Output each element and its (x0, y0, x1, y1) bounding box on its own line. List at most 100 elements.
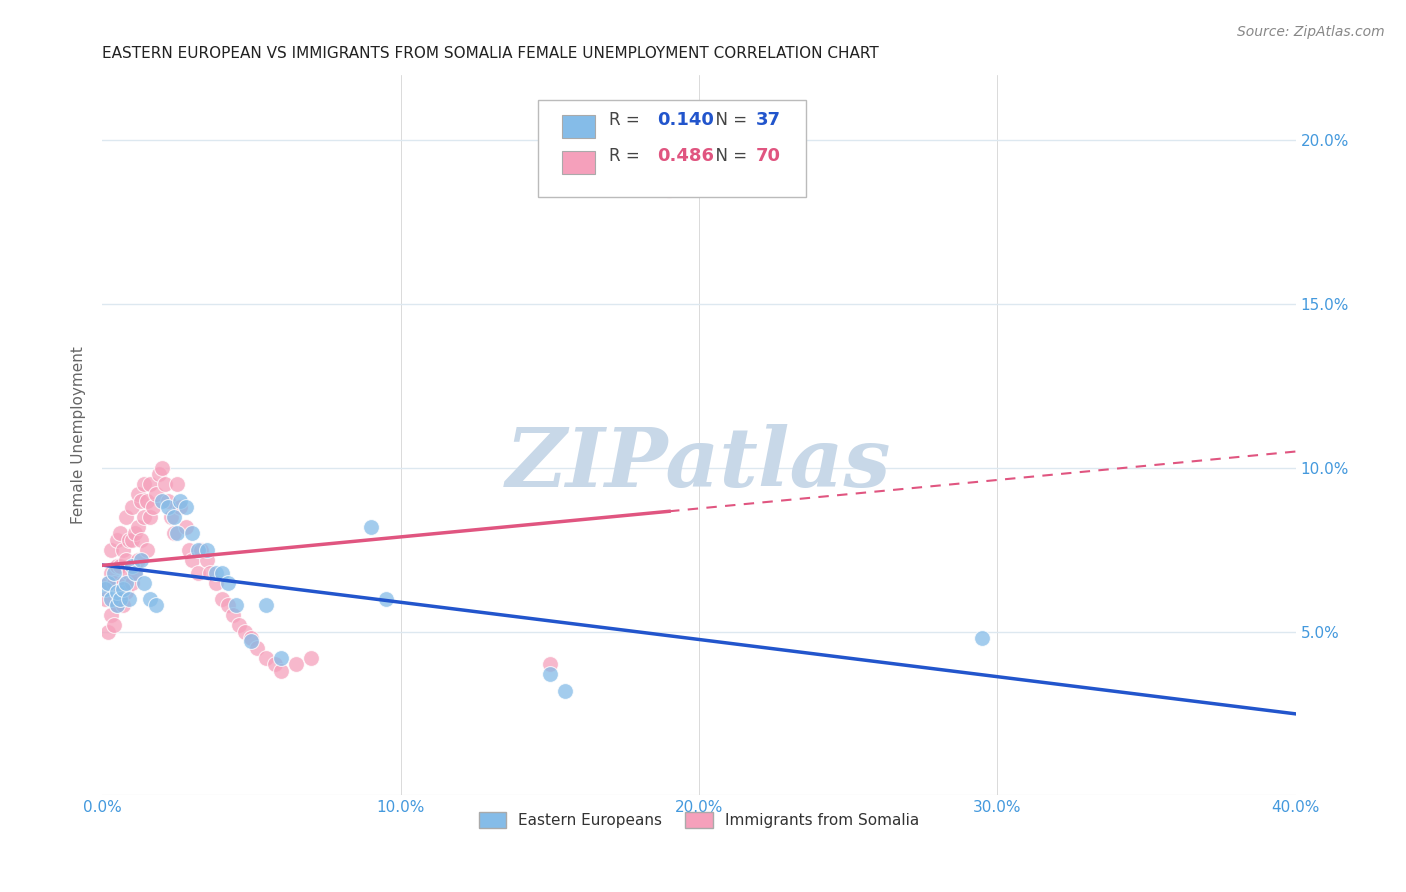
Point (127, 520, 149, 534)
Point (156, 500, 179, 515)
Point (246, 640, 269, 655)
Point (129, 493, 152, 508)
Text: R =: R = (609, 146, 645, 165)
Point (538, 657, 561, 672)
Point (153, 477, 176, 491)
Point (121, 500, 143, 515)
Point (112, 542, 135, 557)
Point (112, 599, 135, 613)
Point (254, 599, 277, 613)
Point (136, 542, 159, 557)
Text: EASTERN EUROPEAN VS IMMIGRANTS FROM SOMALIA FEMALE UNEMPLOYMENT CORRELATION CHAR: EASTERN EUROPEAN VS IMMIGRANTS FROM SOMA… (103, 46, 879, 62)
Text: 70: 70 (756, 146, 782, 165)
Point (142, 500, 165, 515)
Point (254, 650, 277, 665)
Point (115, 575, 138, 590)
FancyBboxPatch shape (561, 115, 595, 138)
Point (235, 624, 257, 639)
Point (127, 487, 149, 501)
Point (100, 608, 122, 623)
Point (108, 591, 131, 606)
Point (150, 493, 173, 508)
Point (211, 566, 233, 580)
Text: 0.486: 0.486 (657, 146, 714, 165)
Point (270, 650, 292, 665)
Point (139, 591, 162, 606)
Point (538, 667, 561, 681)
Point (136, 493, 159, 508)
Point (177, 542, 200, 557)
Point (163, 510, 186, 524)
Point (97, 624, 120, 639)
Point (124, 566, 146, 580)
Text: N =: N = (704, 146, 752, 165)
Point (121, 559, 143, 574)
Point (108, 526, 131, 541)
Point (150, 461, 173, 475)
Point (94, 582, 117, 596)
Point (204, 575, 226, 590)
Point (121, 533, 143, 547)
Point (169, 493, 191, 508)
Point (115, 552, 138, 566)
Point (103, 575, 125, 590)
Point (139, 477, 162, 491)
Point (554, 683, 576, 698)
Point (163, 526, 186, 541)
Point (139, 510, 162, 524)
Point (112, 575, 135, 590)
Point (124, 566, 146, 580)
Point (148, 467, 170, 482)
FancyBboxPatch shape (561, 152, 595, 174)
Text: 37: 37 (756, 111, 782, 128)
Point (198, 566, 221, 580)
Text: ZIPatlas: ZIPatlas (506, 424, 891, 504)
Point (264, 657, 287, 672)
Point (211, 591, 233, 606)
Point (118, 566, 141, 580)
Point (972, 631, 994, 645)
Point (169, 500, 191, 515)
Point (240, 634, 263, 648)
Point (124, 526, 146, 541)
Point (112, 582, 135, 596)
Point (217, 575, 239, 590)
Legend: Eastern Europeans, Immigrants from Somalia: Eastern Europeans, Immigrants from Somal… (472, 806, 925, 835)
Point (658, 182, 681, 196)
Point (105, 585, 128, 599)
Point (174, 520, 197, 534)
Point (118, 533, 141, 547)
Point (156, 493, 179, 508)
Point (127, 552, 149, 566)
Point (100, 566, 122, 580)
Point (225, 599, 247, 613)
Point (94, 591, 117, 606)
Point (105, 559, 128, 574)
Point (100, 542, 122, 557)
Point (166, 526, 188, 541)
Point (115, 510, 138, 524)
Point (204, 566, 226, 580)
Point (222, 608, 245, 623)
Point (285, 657, 308, 672)
Point (360, 520, 382, 534)
Point (100, 591, 122, 606)
Point (190, 542, 212, 557)
Y-axis label: Female Unemployment: Female Unemployment (72, 346, 86, 524)
Point (121, 575, 143, 590)
Point (103, 566, 125, 580)
Point (129, 552, 152, 566)
Text: Source: ZipAtlas.com: Source: ZipAtlas.com (1237, 25, 1385, 39)
Point (105, 599, 128, 613)
Point (195, 542, 218, 557)
Point (228, 618, 250, 632)
Point (97, 575, 120, 590)
Point (270, 664, 292, 678)
Point (240, 631, 263, 645)
Point (174, 500, 197, 515)
Point (195, 552, 218, 566)
Text: 0.140: 0.140 (657, 111, 714, 128)
Point (105, 533, 128, 547)
Point (187, 566, 209, 580)
Text: N =: N = (704, 111, 752, 128)
